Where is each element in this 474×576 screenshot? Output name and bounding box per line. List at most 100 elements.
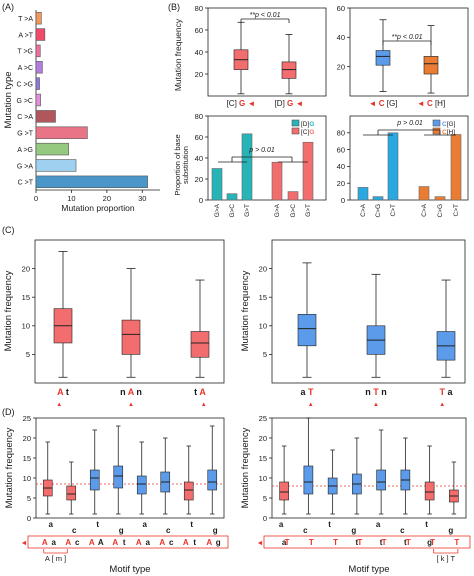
- legend-label: C[G]: [442, 121, 456, 128]
- box-d2-4-box: [376, 469, 386, 491]
- motif-letter: a: [376, 520, 381, 529]
- bar-b4-5: [450, 134, 462, 201]
- motif-letter-red: A: [65, 538, 71, 547]
- motif-letter-red: A: [112, 538, 118, 547]
- y-axis-title: substitution: [181, 146, 190, 184]
- motif-letter: c: [166, 526, 171, 535]
- panel-label-a: (A): [2, 2, 14, 12]
- plot-frame-d2: [271, 417, 467, 519]
- y-tick-label: 0: [341, 196, 345, 205]
- y-tick-label: 25: [23, 414, 31, 423]
- significance-label: p > 0.01: [248, 147, 275, 154]
- motif-label: a T: [300, 387, 314, 397]
- box-d1-3-box: [113, 465, 124, 489]
- category-label: C >T: [18, 180, 34, 187]
- legend-label: [C]G: [301, 129, 314, 136]
- plot-frame-c2: [271, 239, 466, 384]
- category-label: G>C: [229, 204, 236, 218]
- box-d1-2-box: [89, 469, 100, 491]
- category-label: T >A: [18, 16, 33, 23]
- y-axis-title: Mutation type: [3, 71, 14, 128]
- category-label: [C] G ◄: [227, 99, 256, 108]
- plot-frame-b4: [349, 115, 469, 201]
- y-tick-label: 20: [259, 434, 267, 443]
- y-tick-label: 5: [263, 494, 267, 503]
- category-label: C >G: [16, 81, 33, 88]
- box-d2-0-box: [279, 481, 289, 501]
- motif-letter-red: A: [136, 538, 142, 547]
- category-label: C>G: [375, 204, 382, 218]
- y-tick-label: 5: [263, 350, 267, 359]
- x-axis-title: Mutation proportion: [61, 203, 135, 213]
- y-tick-label: 20: [337, 179, 345, 188]
- y-tick-label: 20: [259, 264, 267, 273]
- category-label: G>C: [290, 204, 297, 218]
- legend-swatch: [432, 127, 441, 135]
- motif-letter: a: [146, 538, 151, 547]
- x-tick-label: 0: [34, 194, 38, 203]
- category-label: A >G: [17, 147, 33, 154]
- motif-letter-red: A: [159, 538, 165, 547]
- motif-letter: a: [143, 520, 148, 529]
- legend-label: [D]G: [301, 121, 314, 128]
- x-tick-label: 10: [67, 194, 75, 203]
- motif-letter-red: T: [406, 538, 411, 547]
- panel-label-d: (D): [2, 407, 15, 417]
- mutation-arrow-icon: ▲: [439, 402, 445, 408]
- y-tick-label: 15: [23, 454, 31, 463]
- motif-letter: t: [96, 520, 99, 529]
- motif-label: A t: [57, 387, 69, 397]
- bar-b3-1: [226, 193, 238, 201]
- category-label: ◄ C [H]: [417, 99, 445, 108]
- box-d2-1-box: [303, 465, 314, 495]
- x-tick-label: 20: [103, 194, 111, 203]
- y-tick-label: 0: [199, 196, 203, 205]
- motif-letter-red: A: [42, 538, 48, 547]
- bar-G-to-A: [35, 159, 77, 172]
- motif-letter-red: T: [357, 538, 362, 547]
- bar-b4-0: [357, 187, 369, 201]
- legend-label: C[H]: [442, 129, 455, 136]
- motif-outline-box: [263, 535, 471, 549]
- significance-label: p > 0.01: [396, 120, 423, 127]
- y-tick-label: 10: [259, 322, 267, 331]
- motif-letter: g: [119, 526, 124, 535]
- category-label: C>T: [390, 204, 397, 216]
- bar-G-to-T: [35, 126, 88, 139]
- motif-label: T a: [439, 387, 453, 397]
- motif-letter: t: [425, 520, 428, 529]
- legend-swatch: [291, 119, 300, 127]
- y-tick-label: 0: [27, 514, 31, 523]
- bar-C-to-T: [35, 175, 148, 189]
- motif-letter-red: A: [183, 538, 189, 547]
- motif-letter: t: [123, 538, 126, 547]
- category-label: [D] G ◄: [275, 99, 304, 108]
- category-label: T >G: [17, 49, 33, 56]
- y-tick-label: 40: [337, 162, 345, 171]
- y-tick-label: 40: [195, 154, 203, 163]
- category-label: G>A: [214, 203, 221, 217]
- box-c1-2-box: [190, 331, 210, 358]
- y-tick-label: 20: [23, 434, 31, 443]
- motif-letter: t: [193, 538, 196, 547]
- legend-swatch: [291, 127, 300, 135]
- y-axis-title: Mutation frequency: [3, 270, 14, 351]
- y-tick-label: 5: [27, 494, 31, 503]
- motif-letter-red: T: [454, 538, 459, 547]
- box-b2-1-box: [423, 56, 439, 75]
- motif-letter-red: T: [430, 538, 435, 547]
- y-tick-label: 60: [195, 26, 203, 35]
- plot-frame-b2: [349, 7, 469, 97]
- y-tick-label: 10: [22, 322, 30, 331]
- y-tick-label: 5: [26, 350, 30, 359]
- box-d1-7-box: [207, 469, 218, 491]
- y-tick-label: 60: [195, 133, 203, 142]
- plot-frame-d1: [35, 417, 225, 519]
- motif-letter: c: [72, 526, 77, 535]
- box-d1-6-box: [183, 481, 194, 501]
- y-tick-label: 60: [337, 4, 345, 13]
- bar-b3-4: [287, 191, 299, 201]
- motif-label: n A n: [120, 387, 142, 397]
- panel-label-b: (B): [168, 2, 180, 12]
